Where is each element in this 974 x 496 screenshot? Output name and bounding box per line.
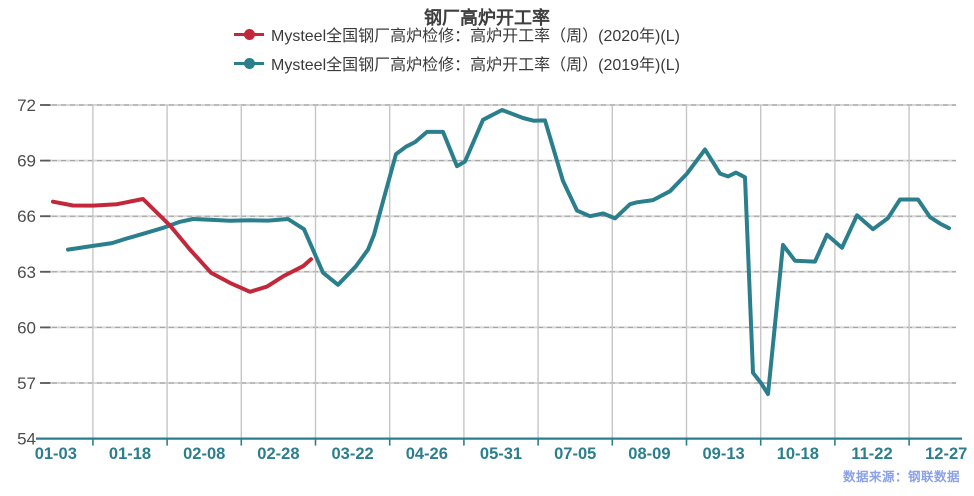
legend-item-2019[interactable]: Mysteel全国钢厂高炉检修：高炉开工率（周）(2019年)(L) [234,52,680,74]
chart-title: 钢厂高炉开工率 [424,8,550,28]
legend-label-2020: Mysteel全国钢厂高炉检修：高炉开工率（周）(2020年)(L) [271,28,680,45]
series-line-2020 [51,197,313,294]
line-dot-icon [234,23,264,45]
x-axis-label: 08-09 [628,445,670,463]
x-axis-label: 03-22 [331,445,373,463]
legend: Mysteel全国钢厂高炉检修：高炉开工率（周）(2020年)(L) Myste… [234,23,680,74]
line-dot-icon [234,52,264,74]
x-axis-label: 01-03 [35,445,77,463]
x-axis-label: 02-08 [183,445,225,463]
y-axis-label: 66 [17,207,36,226]
x-axis-label: 01-18 [109,445,151,463]
x-axis-label: 12-27 [925,445,967,463]
y-axis-label: 72 [17,96,36,115]
x-axis-label: 10-18 [777,445,819,463]
source-note: 数据来源：钢联数据 [842,470,960,484]
x-axis-label: 07-05 [554,445,596,463]
y-axis-label: 54 [17,430,36,449]
x-axis-label: 09-13 [702,445,744,463]
x-axis-label: 02-28 [257,445,299,463]
x-axis-label: 04-26 [406,445,448,463]
y-axis-label: 60 [17,318,36,337]
legend-item-2020[interactable]: Mysteel全国钢厂高炉检修：高炉开工率（周）(2020年)(L) [234,23,680,45]
y-axis-label: 63 [17,263,36,282]
y-axis-label: 69 [17,152,36,171]
legend-label-2019: Mysteel全国钢厂高炉检修：高炉开工率（周）(2019年)(L) [271,57,680,74]
x-axis-label: 11-22 [851,445,892,463]
y-axis-label: 57 [17,374,36,393]
x-axis-label: 05-31 [480,445,522,463]
series-line-2019 [66,108,951,397]
